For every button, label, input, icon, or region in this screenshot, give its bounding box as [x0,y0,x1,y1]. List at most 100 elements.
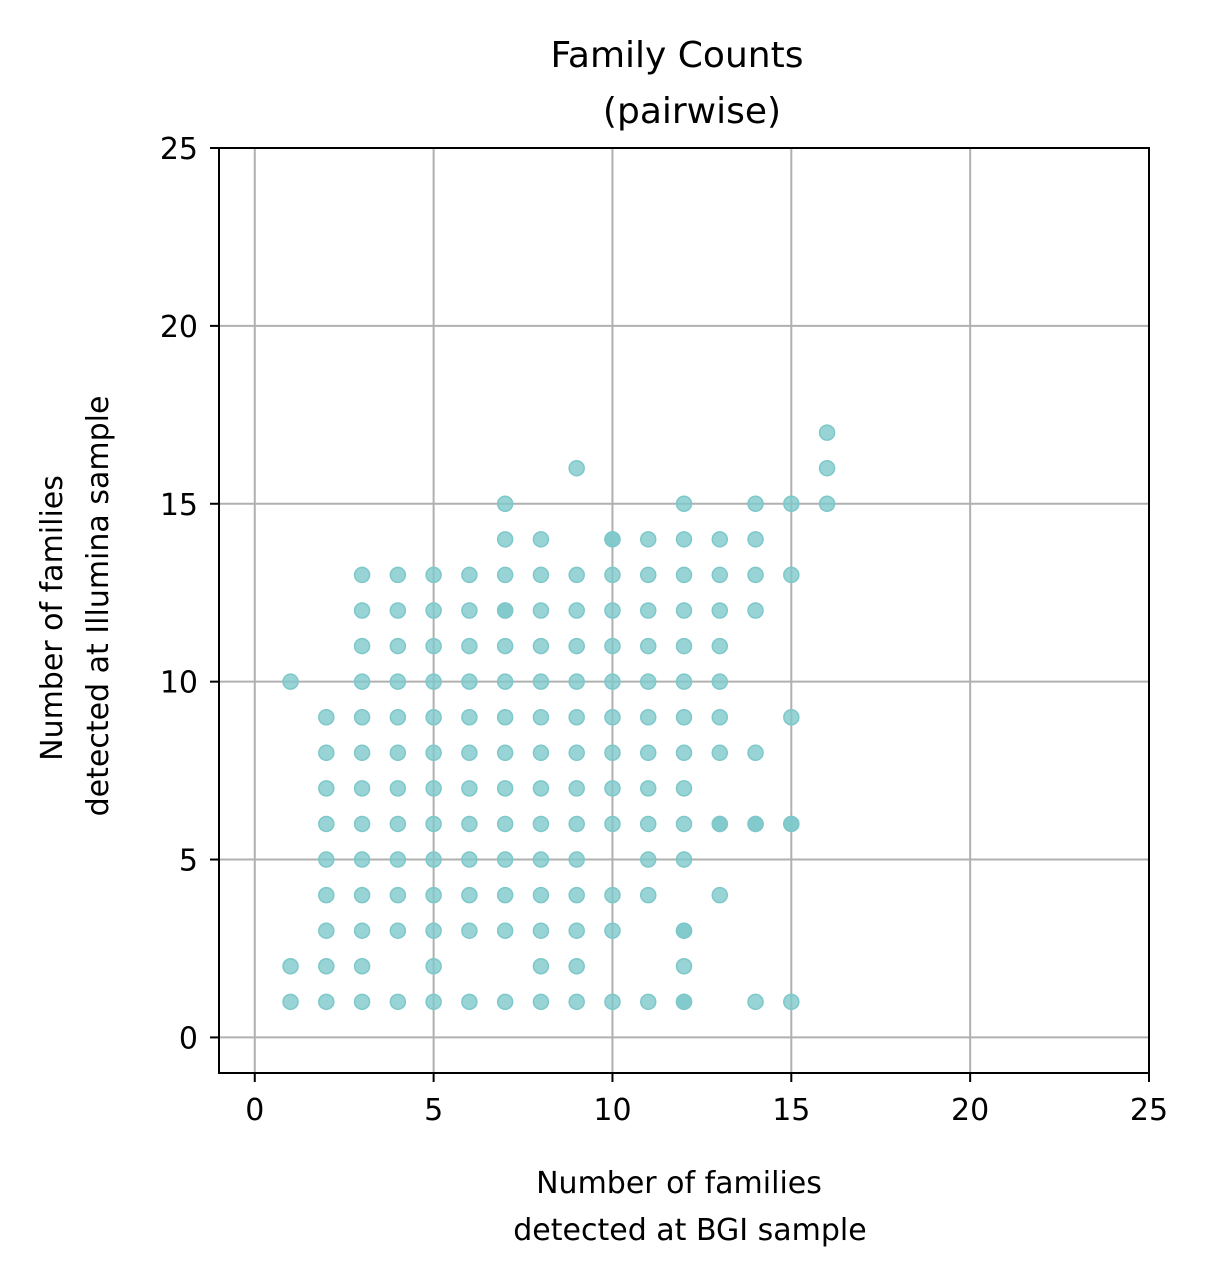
data-point [675,744,693,762]
data-point [496,922,514,939]
data-point [389,851,407,868]
data-point [496,708,514,726]
data-point [389,673,407,690]
data-point [461,566,478,584]
data-point [425,922,442,939]
data-point [747,602,764,619]
data-point [568,886,585,904]
data-point [389,922,407,939]
data-point [318,922,335,939]
data-point [604,637,621,655]
data-point [496,566,514,584]
data-point [425,780,442,797]
data-point [461,815,478,833]
data-point [639,566,657,584]
data-point [532,673,550,690]
data-point [532,922,550,939]
data-point [353,815,371,833]
chart-title-line-1: Family Counts [551,35,804,76]
data-point [425,708,442,726]
data-point [425,602,442,619]
data-point [568,673,585,690]
data-point [711,673,729,690]
data-point [461,993,478,1011]
data-point [604,886,621,904]
data-point [675,708,693,726]
data-point [496,993,514,1011]
data-point [568,815,585,833]
data-point [282,993,299,1011]
data-point [496,637,514,655]
x-axis-title-line-1: Number of families [536,1166,822,1201]
data-point [675,851,693,868]
data-point [711,744,729,762]
data-point [353,708,371,726]
data-point [318,886,335,904]
data-point [639,708,657,726]
data-point [747,815,764,833]
data-point [818,459,836,477]
data-point [639,851,657,868]
data-point [496,531,514,548]
data-point [639,886,657,904]
data-point [639,780,657,797]
data-point [389,815,407,833]
data-point [353,602,371,619]
data-point [318,780,335,797]
x-tick-label: 10 [593,1093,631,1128]
data-point [711,886,729,904]
data-point [711,602,729,619]
data-point [568,958,585,975]
data-point [747,566,764,584]
data-point [604,780,621,797]
data-point [675,566,693,584]
y-tick-label: 15 [160,488,198,523]
data-point [353,780,371,797]
data-point [353,744,371,762]
data-point [318,851,335,868]
data-point [639,602,657,619]
data-point [461,780,478,797]
data-point [425,886,442,904]
x-axis-ticks: 0 5 10 15 20 25 [245,1073,1168,1128]
data-point [532,851,550,868]
data-point [425,958,442,975]
data-point [604,744,621,762]
y-axis-title-line-1: Number of families [35,475,70,761]
data-point [461,922,478,939]
data-point [318,708,335,726]
data-point [747,531,764,548]
data-point [568,602,585,619]
data-point [783,495,800,513]
y-tick-label: 10 [160,666,198,701]
data-point [282,673,299,690]
data-point [604,566,621,584]
data-point [353,673,371,690]
data-point [496,851,514,868]
data-point [353,886,371,904]
data-point [318,993,335,1011]
data-point [639,673,657,690]
data-point [568,637,585,655]
x-tick-label: 25 [1130,1093,1168,1128]
y-axis-ticks: 0 5 10 15 20 25 [160,132,219,1056]
data-point [675,495,693,513]
data-point [711,637,729,655]
data-point [425,673,442,690]
data-point [639,993,657,1011]
data-point [783,566,800,584]
data-point [353,958,371,975]
data-point [461,673,478,690]
x-axis-title-line-2: detected at BGI sample [513,1213,866,1248]
data-point [675,922,693,939]
data-point [532,531,550,548]
data-point [389,744,407,762]
data-point [747,993,764,1011]
data-point [353,851,371,868]
data-point [532,602,550,619]
data-point [568,993,585,1011]
data-point [353,637,371,655]
data-point [318,958,335,975]
